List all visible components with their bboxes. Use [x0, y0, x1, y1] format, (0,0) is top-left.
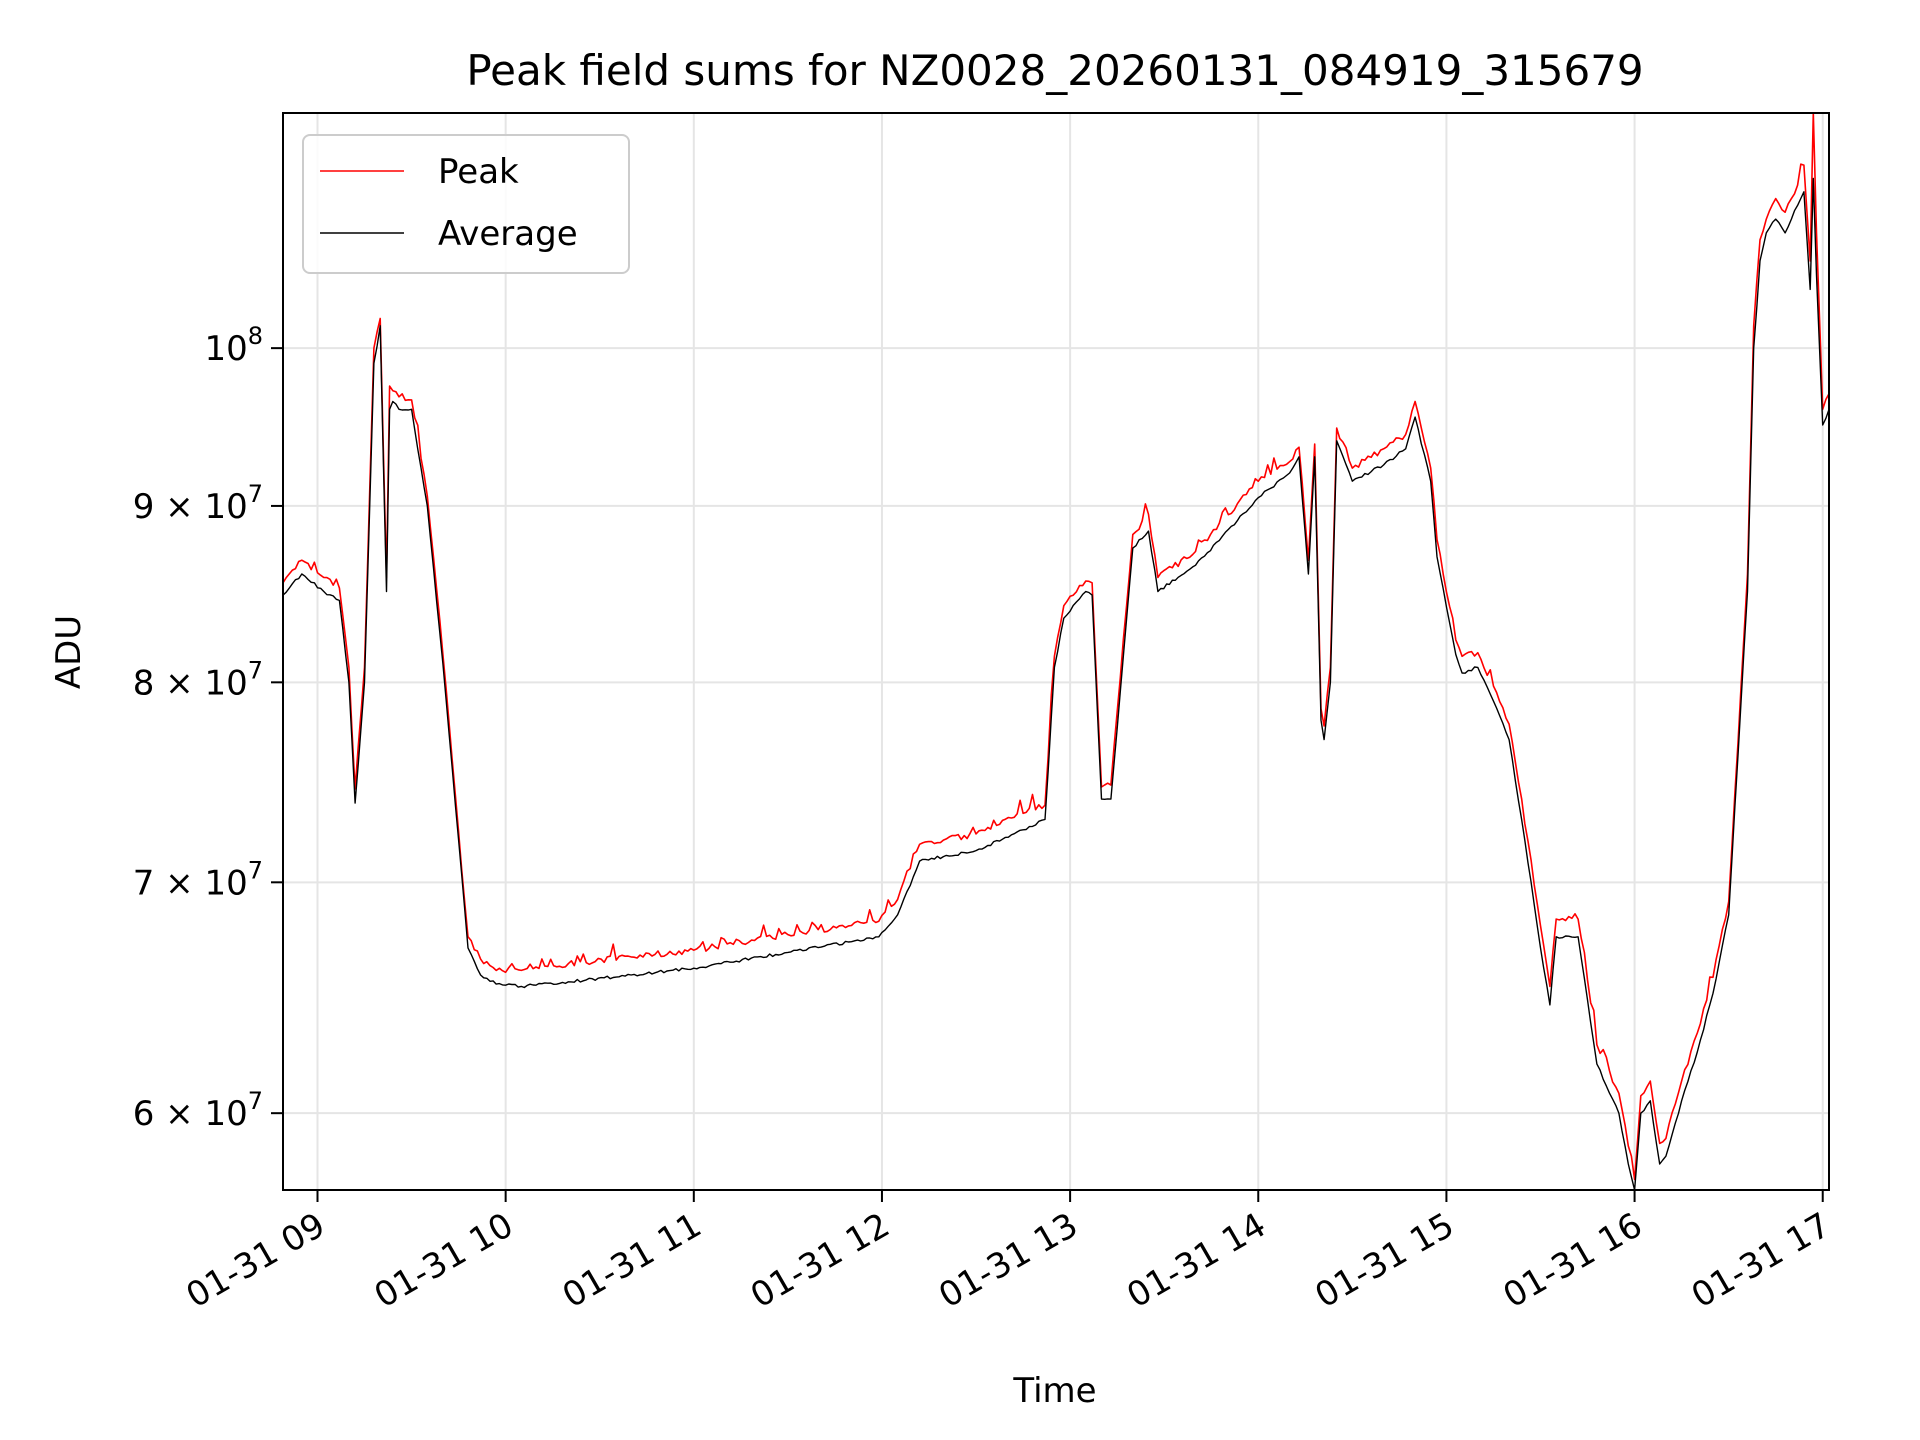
y-tick-exponent: 7: [248, 1087, 263, 1115]
y-tick-base: 10: [204, 663, 247, 703]
plot-frame: [282, 112, 1830, 1191]
grid: [283, 113, 1829, 1190]
y-tick-mantissa: 8 ×: [133, 663, 205, 703]
legend: Peak Average: [302, 134, 630, 274]
y-tick-label: 9 × 107: [133, 480, 263, 527]
y-tick-mantissa: 7 ×: [133, 863, 205, 903]
legend-label-average: Average: [438, 214, 578, 254]
y-tick-label: 7 × 107: [133, 856, 263, 903]
y-tick-base: 10: [204, 487, 247, 527]
x-axis-label: Time: [1012, 1371, 1096, 1411]
legend-box: [302, 134, 630, 274]
y-tick-base: 10: [204, 863, 247, 903]
y-tick-mantissa: 6 ×: [133, 1094, 205, 1134]
y-tick-exponent: 7: [248, 656, 263, 684]
y-tick-base: 10: [204, 1094, 247, 1134]
series-line-average: [283, 177, 1829, 1190]
plot-lines: [283, 113, 1829, 1190]
legend-label-peak: Peak: [438, 152, 519, 192]
y-tick-label: 108: [204, 322, 263, 369]
y-tick-base: 10: [204, 329, 247, 369]
y-tick-label: 8 × 107: [133, 656, 263, 703]
y-axis-label: ADU: [49, 615, 89, 689]
y-tick-exponent: 7: [248, 856, 263, 884]
y-tick-label: 6 × 107: [133, 1087, 263, 1134]
series-line-peak: [283, 113, 1829, 1181]
y-tick-exponent: 7: [248, 480, 263, 508]
y-tick-exponent: 8: [248, 322, 263, 350]
chart-title: Peak field sums for NZ0028_20260131_0849…: [466, 46, 1643, 95]
y-tick-mantissa: 9 ×: [133, 487, 205, 527]
